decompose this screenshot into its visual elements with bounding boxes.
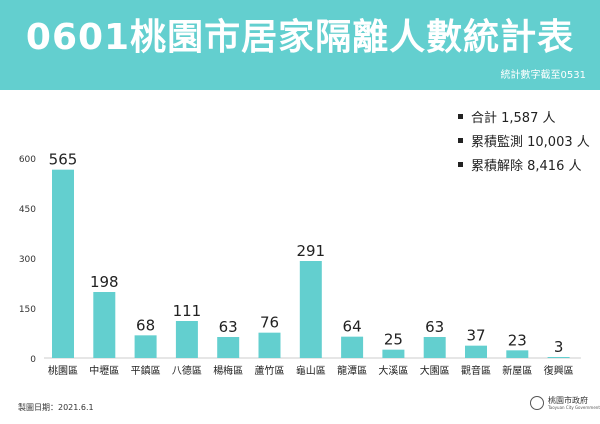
category-label: 觀音區 bbox=[461, 364, 491, 377]
bar bbox=[423, 337, 446, 358]
chart-date: 製圖日期：2021.6.1 bbox=[18, 403, 94, 412]
bar bbox=[465, 345, 487, 358]
bar bbox=[52, 169, 74, 358]
bullet-icon bbox=[458, 113, 463, 119]
bar bbox=[506, 350, 529, 358]
summary-list: 合計 1,587 人 累積監測 10,003 人 累積解除 8,416 人 bbox=[458, 104, 590, 176]
category-label: 桃園區 bbox=[48, 364, 78, 377]
summary-total-text: 合計 1,587 人 bbox=[471, 110, 556, 126]
category-label: 大園區 bbox=[420, 364, 450, 377]
data-label: 76 bbox=[260, 314, 279, 332]
city-seal-icon bbox=[530, 396, 544, 410]
category-label: 新屋區 bbox=[502, 364, 532, 377]
data-label: 198 bbox=[90, 273, 119, 291]
bar bbox=[175, 321, 198, 358]
summary-released: 累積解除 8,416 人 bbox=[458, 152, 590, 176]
data-label: 291 bbox=[296, 242, 325, 260]
data-label: 68 bbox=[136, 316, 155, 334]
category-label: 大溪區 bbox=[378, 364, 408, 377]
summary-released-text: 累積解除 8,416 人 bbox=[471, 158, 582, 174]
bar bbox=[93, 292, 116, 358]
y-tick-label: 450 bbox=[19, 205, 36, 215]
category-label: 八德區 bbox=[172, 364, 202, 377]
data-label: 111 bbox=[173, 302, 202, 320]
bullet-icon bbox=[458, 161, 463, 167]
bar bbox=[382, 349, 405, 358]
government-logo: 桃園市政府 Taoyuan City Government bbox=[530, 396, 600, 410]
data-label: 64 bbox=[343, 318, 362, 336]
category-label: 龍潭區 bbox=[337, 364, 367, 377]
bar bbox=[217, 337, 240, 358]
page-title: 0601桃園市居家隔離人數統計表 bbox=[25, 17, 575, 58]
bar bbox=[299, 261, 322, 358]
title-banner: 0601桃園市居家隔離人數統計表 統計數字截至0531 bbox=[0, 0, 600, 90]
category-label: 平鎮區 bbox=[131, 364, 161, 377]
summary-monitored: 累積監測 10,003 人 bbox=[458, 128, 590, 152]
data-cutoff-note: 統計數字截至0531 bbox=[500, 70, 586, 81]
y-tick-label: 0 bbox=[30, 355, 36, 365]
summary-total: 合計 1,587 人 bbox=[458, 104, 590, 128]
y-tick-label: 600 bbox=[19, 155, 36, 165]
category-label: 中壢區 bbox=[89, 364, 119, 377]
data-label: 23 bbox=[508, 331, 527, 349]
category-label: 復興區 bbox=[544, 364, 574, 377]
data-label: 565 bbox=[49, 151, 78, 169]
bullet-icon bbox=[458, 137, 463, 143]
data-label: 37 bbox=[466, 327, 485, 345]
data-label: 63 bbox=[425, 318, 444, 336]
data-label: 3 bbox=[554, 338, 564, 356]
category-label: 蘆竹區 bbox=[255, 364, 285, 377]
bar bbox=[341, 336, 364, 358]
y-tick-label: 300 bbox=[19, 255, 36, 265]
logo-name: 桃園市政府 bbox=[548, 395, 588, 405]
y-tick-label: 150 bbox=[19, 305, 36, 315]
summary-monitored-text: 累積監測 10,003 人 bbox=[471, 134, 590, 150]
category-label: 楊梅區 bbox=[213, 364, 243, 377]
bar-chart: 0 150 300 450 600 565 桃園區 198 中壢區 68 平鎮區 111 八德區 63 楊梅… bbox=[19, 151, 581, 377]
bar bbox=[547, 357, 570, 358]
category-label: 龜山區 bbox=[296, 364, 326, 377]
data-label: 25 bbox=[384, 331, 403, 349]
bar bbox=[258, 332, 281, 358]
data-label: 63 bbox=[219, 318, 238, 336]
logo-english-name: Taoyuan City Government bbox=[548, 404, 600, 410]
bar bbox=[134, 335, 157, 358]
